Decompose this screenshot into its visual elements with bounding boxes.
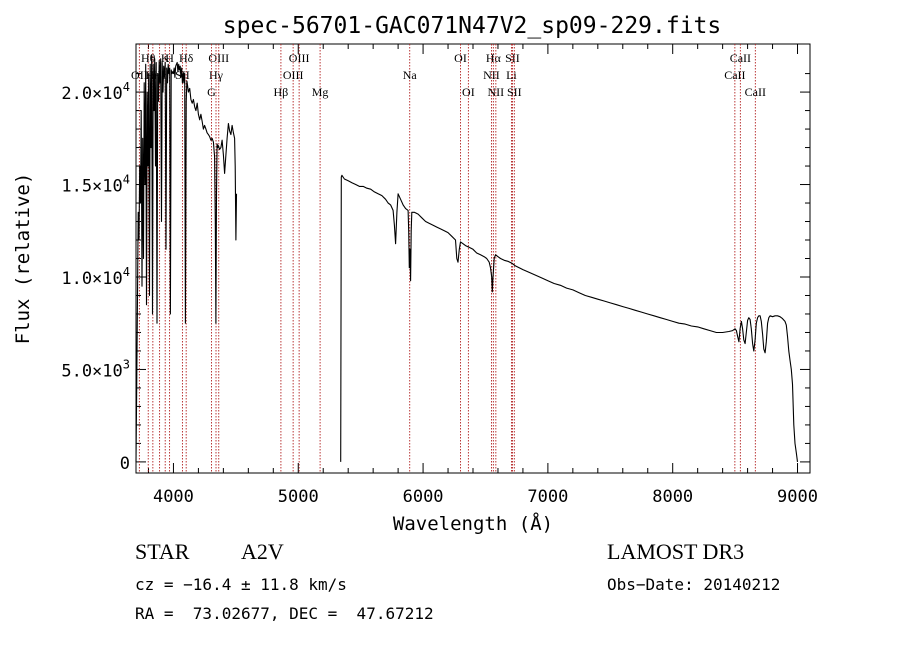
line-label: CaII [730,51,751,65]
obs-date-label: Obs−Date: 20140212 [607,575,781,594]
x-tick-label: 9000 [777,487,818,507]
line-label: K [161,51,170,65]
object-class-label: STAR [135,539,190,564]
line-label: CaII [745,85,766,99]
chart-title: spec-56701-GAC071N47V2_sp09-229.fits [223,13,722,39]
y-tick-label: 2.0×104 [61,80,130,104]
line-label: OII [131,68,148,82]
line-label: Li [506,68,517,82]
plot-frame [135,43,811,474]
line-label: OIII [208,51,229,65]
object-subclass-label: A2V [241,539,284,564]
line-label: G [207,85,216,99]
x-tick-label: 5000 [278,487,319,507]
survey-label: LAMOST DR3 [607,539,745,564]
line-label: Na [403,68,418,82]
line-label: SII [507,85,522,99]
line-label: Mg [312,85,329,99]
y-tick-label: 0 [120,454,130,474]
line-label: CaII [724,68,745,82]
spectrum-line [135,54,238,462]
line-label: NII [483,68,500,82]
x-axis-label: Wavelength (Å) [393,512,553,535]
y-axis-label: Flux (relative) [12,173,34,345]
x-tick-label: 8000 [652,487,693,507]
line-label: H [165,51,174,65]
line-label: OI [454,51,467,65]
x-tick-label: 4000 [153,487,194,507]
y-tick-label: 1.5×104 [61,173,130,197]
line-label: Hβ [274,85,289,99]
line-label: OIII [289,51,310,65]
x-tick-label: 6000 [403,487,444,507]
line-label: OI [462,85,475,99]
line-label: Hδ [179,51,194,65]
coordinates-label: RA = 73.02677, DEC = 47.67212 [135,604,434,623]
y-tick-label: 1.0×104 [61,265,130,289]
line-label: Hα [486,51,502,65]
x-tick-label: 7000 [527,487,568,507]
line-label: Hγ [209,68,224,82]
line-label: NII [488,85,505,99]
spectrum-line [340,174,799,462]
line-label: SII [505,51,520,65]
y-tick-label: 5.0×103 [61,357,130,381]
line-label: Hθ [141,51,156,65]
line-label: OIII [283,68,304,82]
redshift-label: cz = −16.4 ± 11.8 km/s [135,575,347,594]
